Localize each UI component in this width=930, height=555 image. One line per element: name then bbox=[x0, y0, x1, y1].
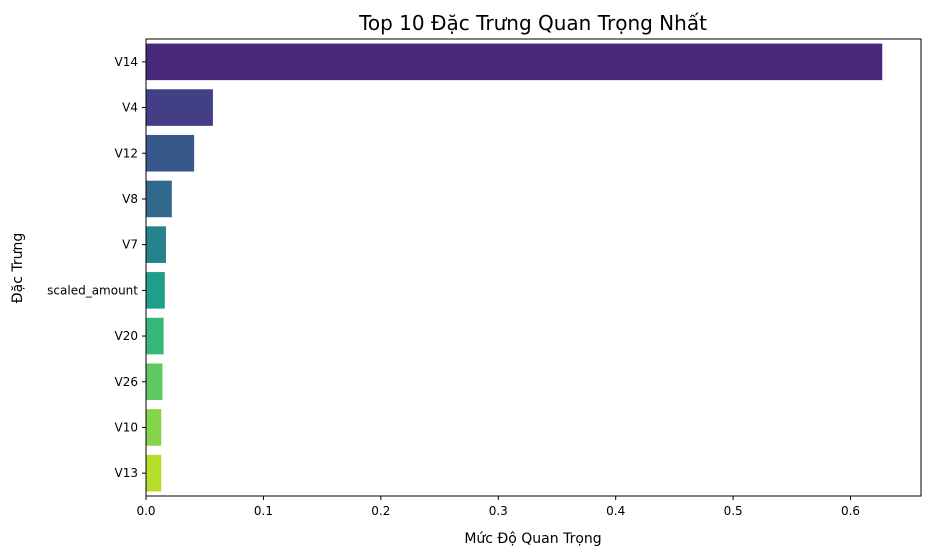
y-tick-label: V7 bbox=[122, 238, 138, 252]
y-axis-ticks: V14 V4 V12 V8 V7 scaled_amount V20 V26 V10 V13 bbox=[47, 55, 146, 480]
bars-group bbox=[146, 43, 883, 492]
chart-title: Top 10 Đặc Trưng Quan Trọng Nhất bbox=[358, 11, 707, 35]
y-tick-label: V20 bbox=[115, 329, 138, 343]
x-tick-label: 0.0 bbox=[136, 504, 155, 518]
y-tick-label: V13 bbox=[115, 466, 138, 480]
x-tick-label: 0.1 bbox=[254, 504, 273, 518]
bar-V12 bbox=[146, 134, 195, 172]
y-tick-label: V12 bbox=[115, 146, 138, 160]
plot-frame bbox=[145, 38, 922, 497]
x-axis-label: Mức Độ Quan Trọng bbox=[464, 531, 601, 547]
x-tick-label: 0.6 bbox=[841, 504, 860, 518]
y-tick-label: V4 bbox=[122, 101, 138, 115]
bar-scaled_amount bbox=[146, 272, 165, 309]
bar-V26 bbox=[146, 363, 163, 401]
bar-V13 bbox=[146, 454, 162, 492]
y-tick-label: V8 bbox=[122, 192, 138, 206]
y-axis-label: Đặc Trưng bbox=[10, 233, 26, 303]
x-tick-label: 0.4 bbox=[606, 504, 625, 518]
bar-V10 bbox=[146, 409, 162, 446]
x-tick-label: 0.5 bbox=[724, 504, 743, 518]
bar-V4 bbox=[146, 89, 213, 126]
bar-V14 bbox=[146, 43, 883, 81]
y-tick-label: V26 bbox=[115, 375, 138, 389]
x-tick-label: 0.2 bbox=[371, 504, 390, 518]
bar-V8 bbox=[146, 180, 172, 218]
y-tick-label: V14 bbox=[115, 55, 138, 69]
x-axis-ticks: 0.0 0.1 0.2 0.3 0.4 0.5 0.6 bbox=[136, 496, 860, 518]
bar-V7 bbox=[146, 226, 166, 263]
y-tick-label: scaled_amount bbox=[47, 283, 138, 297]
y-tick-label: V10 bbox=[115, 420, 138, 434]
x-tick-label: 0.3 bbox=[489, 504, 508, 518]
bar-V20 bbox=[146, 317, 164, 355]
